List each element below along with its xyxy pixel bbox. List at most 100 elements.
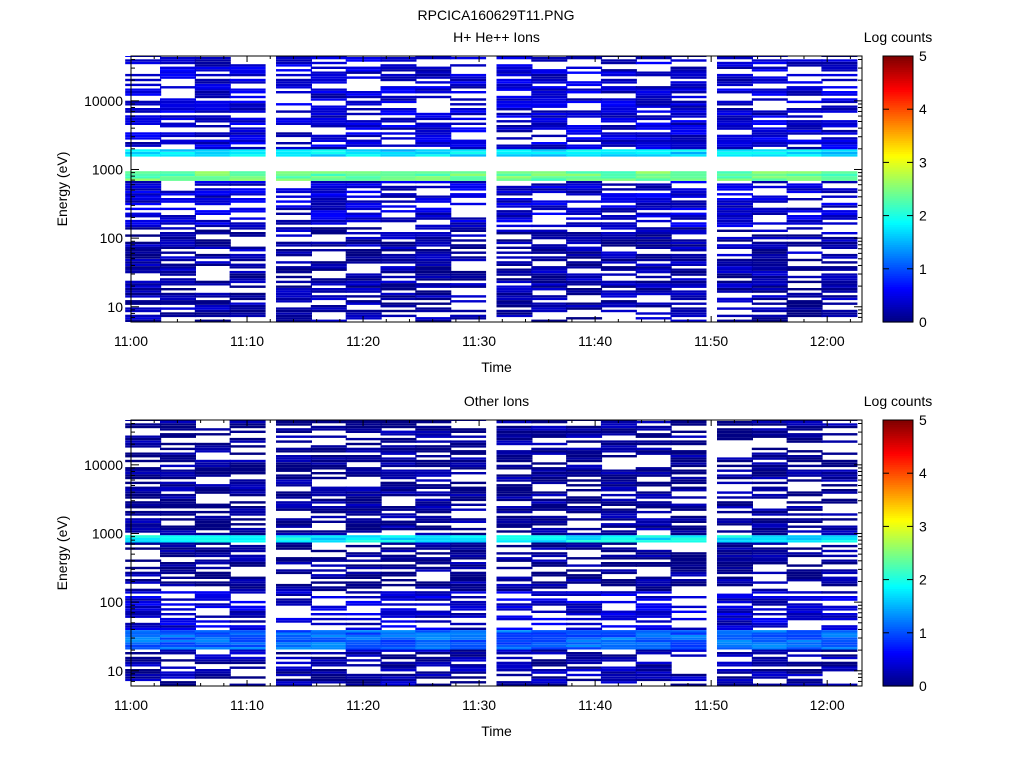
heatmap-cell — [496, 520, 533, 523]
heatmap-cell — [751, 625, 788, 628]
heatmap-cell — [821, 617, 858, 621]
heatmap-cell — [345, 76, 382, 79]
heatmap-cell — [670, 91, 707, 94]
heatmap-cell — [380, 110, 417, 113]
heatmap-cell — [415, 498, 452, 502]
heatmap-cell — [310, 581, 347, 584]
heatmap-cell — [229, 285, 266, 288]
heatmap-cell — [786, 108, 823, 111]
colorbar-segment — [883, 428, 913, 432]
heatmap-cell — [310, 176, 347, 179]
heatmap-cell — [600, 234, 637, 237]
heatmap-cell — [531, 86, 568, 89]
heatmap-cell — [821, 669, 858, 672]
colorbar-segment — [883, 87, 913, 90]
heatmap-cell — [670, 430, 707, 433]
heatmap-cell — [380, 258, 417, 262]
heatmap-cell — [310, 227, 347, 230]
heatmap-cell — [229, 462, 266, 465]
heatmap-cell — [229, 647, 266, 650]
heatmap-cell — [717, 215, 753, 218]
heatmap-cell — [786, 639, 823, 643]
heatmap-cell — [276, 56, 312, 60]
heatmap-cell — [670, 678, 707, 682]
colorbar-segment — [883, 581, 913, 585]
heatmap-cell — [310, 278, 347, 281]
heatmap-cell — [821, 530, 858, 533]
colorbar-segment — [883, 672, 913, 676]
heatmap-cell — [496, 268, 533, 271]
heatmap-cell — [380, 681, 417, 684]
heatmap-cell — [717, 100, 753, 104]
heatmap-cell — [670, 554, 707, 558]
heatmap-cell — [194, 620, 231, 623]
heatmap-cell — [276, 559, 312, 562]
colorbar-tick-label: 3 — [919, 154, 927, 170]
heatmap-cell — [635, 288, 672, 291]
heatmap-cell — [635, 317, 672, 320]
heatmap-cell — [345, 659, 382, 662]
heatmap-cell — [450, 309, 487, 313]
heatmap-cell — [751, 433, 788, 436]
colorbar-segment — [883, 639, 913, 643]
heatmap-cell — [786, 215, 823, 218]
heatmap-cell — [751, 447, 788, 451]
heatmap-cell — [310, 537, 347, 540]
heatmap-cell — [496, 664, 533, 667]
heatmap-cell — [635, 630, 672, 633]
heatmap-cell — [194, 314, 231, 318]
heatmap-cell — [531, 280, 568, 284]
heatmap-cell — [194, 61, 231, 65]
heatmap-cell — [635, 605, 672, 609]
heatmap-cell — [821, 591, 858, 594]
heatmap-cell — [717, 581, 753, 584]
heatmap-cell — [531, 202, 568, 206]
heatmap-cell — [531, 93, 568, 96]
heatmap-cell — [600, 176, 637, 179]
heatmap-cell — [229, 95, 266, 99]
heatmap-cell — [380, 256, 417, 259]
heatmap-cell — [229, 562, 266, 565]
heatmap-cell — [821, 212, 858, 215]
heatmap-cell — [160, 86, 196, 89]
heatmap-cell — [670, 564, 707, 567]
heatmap-cell — [310, 222, 347, 225]
heatmap-cell — [194, 93, 231, 96]
heatmap-cell — [345, 275, 382, 279]
heatmap-cell — [531, 593, 568, 596]
heatmap-cell — [751, 452, 788, 455]
heatmap-cell — [635, 469, 672, 472]
heatmap-cell — [450, 122, 487, 125]
heatmap-cell — [160, 420, 196, 424]
heatmap-cell — [751, 309, 788, 313]
heatmap-cell — [229, 71, 266, 74]
heatmap-cell — [415, 178, 452, 181]
heatmap-cell — [450, 314, 487, 318]
heatmap-cell — [160, 200, 196, 203]
heatmap-cell — [670, 193, 707, 196]
heatmap-cell — [786, 634, 823, 638]
heatmap-cell — [229, 253, 266, 257]
heatmap-cell — [380, 527, 417, 531]
heatmap-cell — [229, 91, 266, 94]
heatmap-cell — [160, 681, 196, 684]
heatmap-cell — [194, 295, 231, 298]
heatmap-cell — [821, 146, 858, 150]
heatmap-cell — [160, 69, 196, 72]
heatmap-cell — [160, 637, 196, 640]
heatmap-cell — [496, 78, 533, 82]
heatmap-cell — [531, 110, 568, 113]
heatmap-cell — [229, 273, 266, 276]
heatmap-cell — [496, 518, 533, 521]
heatmap-cell — [380, 547, 417, 550]
heatmap-cell — [635, 481, 672, 485]
heatmap-cell — [160, 198, 196, 201]
heatmap-cell — [635, 263, 672, 266]
heatmap-cell — [194, 644, 231, 648]
panel-title: Other Ions — [464, 393, 529, 409]
heatmap-cell — [670, 440, 707, 443]
heatmap-cell — [717, 423, 753, 426]
heatmap-cell — [566, 496, 603, 499]
heatmap-cell — [786, 154, 823, 157]
heatmap-cell — [194, 190, 231, 194]
